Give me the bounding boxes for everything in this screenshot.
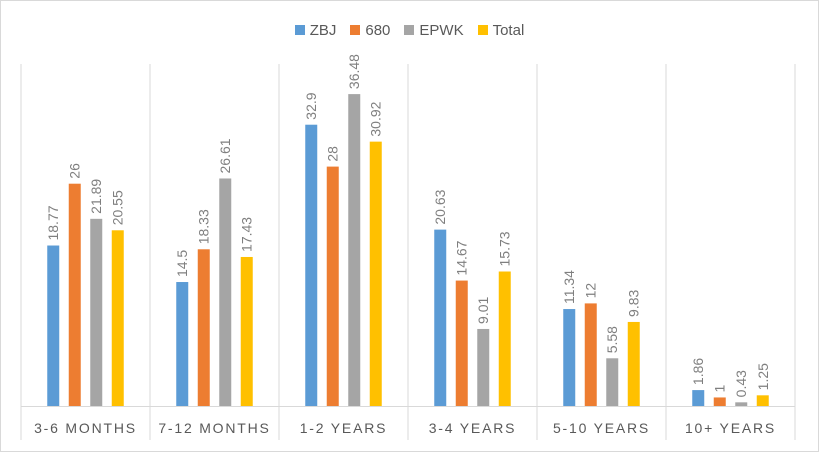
bar-680-5-10-years <box>584 303 597 406</box>
category-label-3-4-years: 3-4 YEARS <box>429 420 517 436</box>
category-label-5-10-years: 5-10 YEARS <box>553 420 650 436</box>
bar-zbj-5-10-years <box>563 309 576 406</box>
legend-label-zbj: ZBJ <box>309 21 337 39</box>
data-label-epwk-3-6-months: 21.89 <box>88 179 104 214</box>
bar-epwk-7-12-months <box>219 178 232 406</box>
data-label-680-3-6-months: 26 <box>67 163 83 179</box>
legend-label-680: 680 <box>365 21 391 39</box>
bar-680-10-years <box>713 397 726 406</box>
bar-zbj-3-6-months <box>47 245 60 406</box>
data-label-total-3-6-months: 20.55 <box>110 190 126 225</box>
data-label-total-7-12-months: 17.43 <box>239 217 255 252</box>
data-label-epwk-10-years: 0.43 <box>733 370 749 397</box>
data-label-epwk-5-10-years: 5.58 <box>604 326 620 353</box>
data-label-zbj-5-10-years: 11.34 <box>561 270 577 304</box>
data-label-epwk-1-2-years: 36.48 <box>346 54 362 89</box>
bar-680-7-12-months <box>197 249 210 406</box>
bar-total-5-10-years <box>627 321 640 406</box>
legend-label-epwk: EPWK <box>419 21 464 39</box>
data-label-680-10-years: 1 <box>712 384 728 392</box>
data-label-680-5-10-years: 12 <box>583 283 599 299</box>
bar-epwk-10-years <box>735 402 748 406</box>
bar-total-1-2-years <box>369 141 382 406</box>
data-label-zbj-3-6-months: 18.77 <box>45 205 61 240</box>
legend-item-680: 680 <box>350 22 390 39</box>
category-label-7-12-months: 7-12 MONTHS <box>158 420 270 436</box>
data-label-zbj-7-12-months: 14.5 <box>174 250 190 277</box>
legend-item-total: Total <box>477 21 525 39</box>
data-label-680-3-4-years: 14.67 <box>454 240 470 275</box>
bar-total-10-years <box>756 395 769 406</box>
data-label-total-10-years: 1.25 <box>755 363 771 390</box>
bar-zbj-7-12-months <box>176 282 189 406</box>
data-label-680-7-12-months: 18.33 <box>196 209 212 244</box>
data-label-zbj-3-4-years: 20.63 <box>432 189 448 224</box>
bar-epwk-3-4-years <box>477 328 490 406</box>
bar-zbj-3-4-years <box>434 229 447 406</box>
bar-total-3-6-months <box>111 230 124 406</box>
data-label-epwk-7-12-months: 26.61 <box>217 138 233 173</box>
bar-680-3-6-months <box>68 183 81 406</box>
legend-label-total: Total <box>492 21 525 39</box>
legend-swatch-680 <box>350 25 361 35</box>
data-label-680-1-2-years: 28 <box>325 146 341 162</box>
bar-680-1-2-years <box>326 166 339 406</box>
bar-total-7-12-months <box>240 256 253 406</box>
bar-epwk-1-2-years <box>348 94 361 406</box>
bar-epwk-3-6-months <box>90 218 103 406</box>
bar-total-3-4-years <box>498 271 511 406</box>
legend-swatch-total <box>477 25 488 35</box>
data-label-zbj-10-years: 1.86 <box>690 358 706 385</box>
data-label-total-1-2-years: 30.92 <box>368 101 384 136</box>
data-label-epwk-3-4-years: 9.01 <box>475 297 491 324</box>
data-label-total-3-4-years: 15.73 <box>497 231 513 266</box>
category-label-3-6-months: 3-6 MONTHS <box>34 420 137 436</box>
bar-zbj-10-years <box>692 390 705 406</box>
legend-swatch-zbj <box>294 25 305 35</box>
data-label-zbj-1-2-years: 32.9 <box>303 92 319 119</box>
bar-epwk-5-10-years <box>606 358 619 406</box>
category-label-1-2-years: 1-2 YEARS <box>300 420 388 436</box>
category-label-10-years: 10+ YEARS <box>685 420 776 436</box>
bar-zbj-1-2-years <box>305 124 318 406</box>
legend-item-zbj: ZBJ <box>294 21 337 39</box>
legend: ZBJ 680 EPWK Total <box>0 20 819 40</box>
legend-item-epwk: EPWK <box>404 21 464 39</box>
bar-680-3-4-years <box>455 280 468 406</box>
legend-swatch-epwk <box>404 25 415 35</box>
data-label-total-5-10-years: 9.83 <box>626 289 642 316</box>
